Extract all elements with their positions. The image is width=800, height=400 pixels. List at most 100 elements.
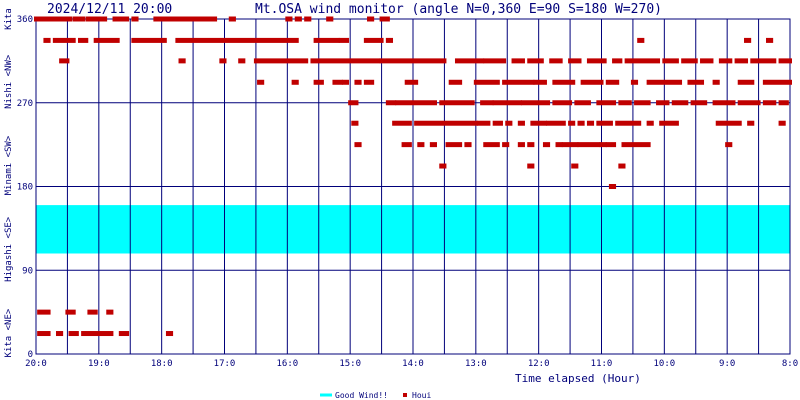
x-axis-label: Time elapsed (Hour) xyxy=(515,372,641,385)
data-point xyxy=(712,100,736,106)
data-point xyxy=(445,142,463,148)
data-point xyxy=(367,16,375,22)
legend-swatch-houi xyxy=(403,393,407,397)
x-tick-label: 17:0 xyxy=(214,359,236,369)
grid xyxy=(35,18,791,355)
data-point xyxy=(483,142,500,148)
data-point xyxy=(734,58,749,64)
data-point xyxy=(310,58,381,64)
data-point xyxy=(118,331,130,337)
data-point xyxy=(520,100,551,106)
legend-label-houi: Houi xyxy=(412,391,431,400)
data-point xyxy=(659,120,679,126)
data-point xyxy=(313,37,340,43)
data-point xyxy=(175,37,299,43)
data-point xyxy=(439,100,475,106)
data-point xyxy=(574,100,591,106)
data-point xyxy=(511,58,525,64)
data-point xyxy=(618,163,626,169)
data-point xyxy=(313,79,324,85)
data-point xyxy=(351,120,359,126)
x-tick-label: 20:0 xyxy=(25,359,47,369)
data-point xyxy=(530,120,547,126)
data-point xyxy=(153,16,218,22)
data-point xyxy=(219,58,227,64)
data-point xyxy=(385,37,394,43)
data-point xyxy=(363,79,375,85)
data-point xyxy=(476,120,491,126)
data-point xyxy=(662,58,679,64)
data-point xyxy=(549,58,563,64)
x-tick-label: 15:0 xyxy=(339,359,361,369)
data-point xyxy=(561,142,579,148)
data-point xyxy=(690,100,708,106)
data-point xyxy=(637,37,645,43)
data-point xyxy=(304,16,312,22)
data-point xyxy=(401,142,412,148)
data-point xyxy=(630,79,639,85)
data-point xyxy=(505,120,513,126)
data-point xyxy=(112,16,120,22)
data-point xyxy=(464,142,472,148)
data-point xyxy=(580,79,604,85)
data-point xyxy=(533,79,547,85)
plot-frame xyxy=(35,18,791,355)
data-point xyxy=(257,79,265,85)
data-point xyxy=(681,58,698,64)
data-point xyxy=(750,58,777,64)
data-point xyxy=(605,142,617,148)
data-point xyxy=(502,142,510,148)
data-point xyxy=(118,16,130,22)
data-point xyxy=(414,120,478,126)
x-tick-label: 11:0 xyxy=(591,359,613,369)
data-point xyxy=(568,58,582,64)
data-point xyxy=(81,331,114,337)
data-point xyxy=(285,16,293,22)
y-tick-label: 270 xyxy=(17,99,33,109)
data-point xyxy=(379,58,447,64)
data-point xyxy=(712,79,720,85)
x-tick-label: 12:0 xyxy=(528,359,550,369)
data-point xyxy=(291,79,299,85)
data-point xyxy=(599,142,607,148)
data-point xyxy=(43,37,51,43)
data-point xyxy=(473,79,500,85)
data-point xyxy=(228,16,236,22)
data-point xyxy=(552,100,573,106)
chart-title: Mt.OSA wind monitor (angle N=0,360 E=90 … xyxy=(255,2,662,17)
x-tick-label: 16:0 xyxy=(276,359,298,369)
data-point xyxy=(527,58,544,64)
data-point xyxy=(354,142,362,148)
data-point xyxy=(480,100,494,106)
data-point xyxy=(778,58,792,64)
data-point xyxy=(502,79,535,85)
data-point xyxy=(596,120,613,126)
data-point xyxy=(253,58,309,64)
data-point xyxy=(586,120,595,126)
data-point xyxy=(354,79,362,85)
data-point xyxy=(332,79,343,85)
data-point xyxy=(131,16,139,22)
data-point xyxy=(718,58,733,64)
data-point xyxy=(762,79,792,85)
data-point xyxy=(737,79,755,85)
data-point xyxy=(37,331,51,337)
data-point xyxy=(85,16,108,22)
x-tick-label: 10:0 xyxy=(653,359,675,369)
data-point xyxy=(778,100,789,106)
data-point xyxy=(568,120,576,126)
data-point xyxy=(517,142,525,148)
data-point xyxy=(429,142,437,148)
y-direction-label: Kita xyxy=(4,8,14,30)
x-axis-ticks: 20:0 19:0 18:0 17:0 16:0 15:0 14:0 13:0 12:0 11:0… xyxy=(25,359,798,369)
data-point xyxy=(34,16,73,22)
data-point xyxy=(492,100,522,106)
data-point xyxy=(77,37,89,43)
data-point xyxy=(385,100,397,106)
data-point xyxy=(55,331,64,337)
data-point xyxy=(762,100,777,106)
data-point xyxy=(618,100,632,106)
y-direction-label: Kita <NE> xyxy=(4,308,14,357)
y-direction-label: Minami <SW> xyxy=(4,135,14,195)
x-tick-label: 14:0 xyxy=(402,359,424,369)
